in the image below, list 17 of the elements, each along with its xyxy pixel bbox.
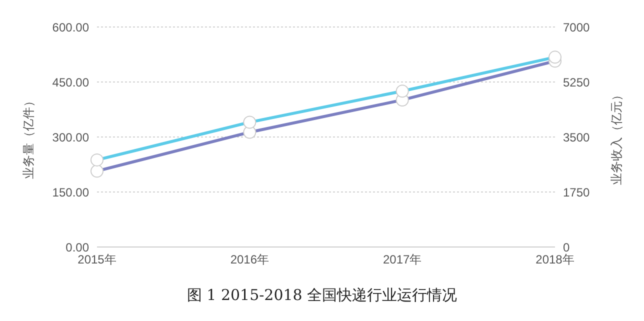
y-tick-label: 0.00	[66, 240, 90, 254]
y-tick-label: 150.00	[52, 185, 90, 200]
text: 图 1 2015-2018 全国快递行业运行情况	[186, 286, 458, 305]
x-tick-label: 2018年	[536, 252, 574, 267]
y-tick-label: 300.00	[52, 130, 90, 144]
y2-tick-label: 5250	[563, 75, 590, 90]
y2-tick-label: 7000	[563, 20, 590, 34]
y2-axis-title: 业务收入（亿元）	[609, 89, 624, 185]
x-tick-label: 2016年	[230, 252, 270, 267]
x-tick-label: 2015年	[78, 252, 116, 267]
y2-tick-label: 1750	[563, 185, 590, 200]
y-tick-label: 600.00	[52, 20, 90, 34]
y2-tick-label: 3500	[563, 130, 590, 144]
x-tick-label: 2017年	[382, 252, 422, 267]
y-axis-title: 业务量（亿件）	[21, 95, 36, 179]
y-tick-label: 450.00	[52, 75, 90, 90]
y2-tick-label: 0	[563, 240, 570, 254]
